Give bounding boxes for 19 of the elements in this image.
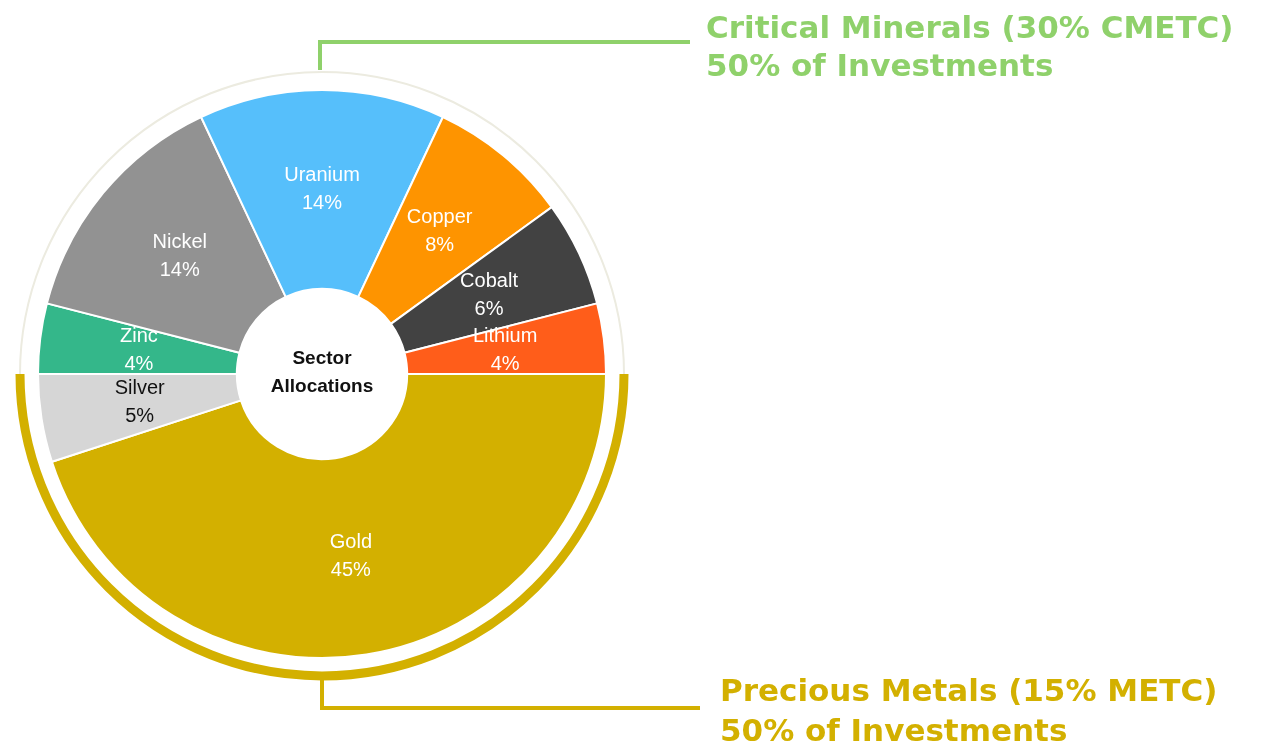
slice-label: Silver <box>114 376 166 399</box>
slice-label: Copper <box>406 205 473 228</box>
data-label: 14% <box>301 190 343 213</box>
slice-label: Cobalt <box>460 268 519 291</box>
data-label: 8% <box>425 233 455 256</box>
text: Precious Metals (15% METC) 50% of Investments <box>720 671 1218 750</box>
data-label: 4% <box>124 352 154 375</box>
slice-label: Zinc <box>119 324 158 347</box>
data-label: 6% <box>474 296 504 319</box>
slice-label: Gold <box>329 529 372 552</box>
text: Critical Minerals (30% CMETC) 50% of Investments <box>706 8 1234 84</box>
data-label: 4% <box>490 352 520 375</box>
slice-label: Uranium <box>284 162 360 185</box>
text: Sector Allocations <box>269 346 375 398</box>
slice-label: Lithium <box>472 324 538 347</box>
data-label: 5% <box>125 404 155 427</box>
data-label: 14% <box>159 257 200 280</box>
data-label: 45% <box>330 557 372 580</box>
slice-label: Nickel <box>152 229 207 252</box>
